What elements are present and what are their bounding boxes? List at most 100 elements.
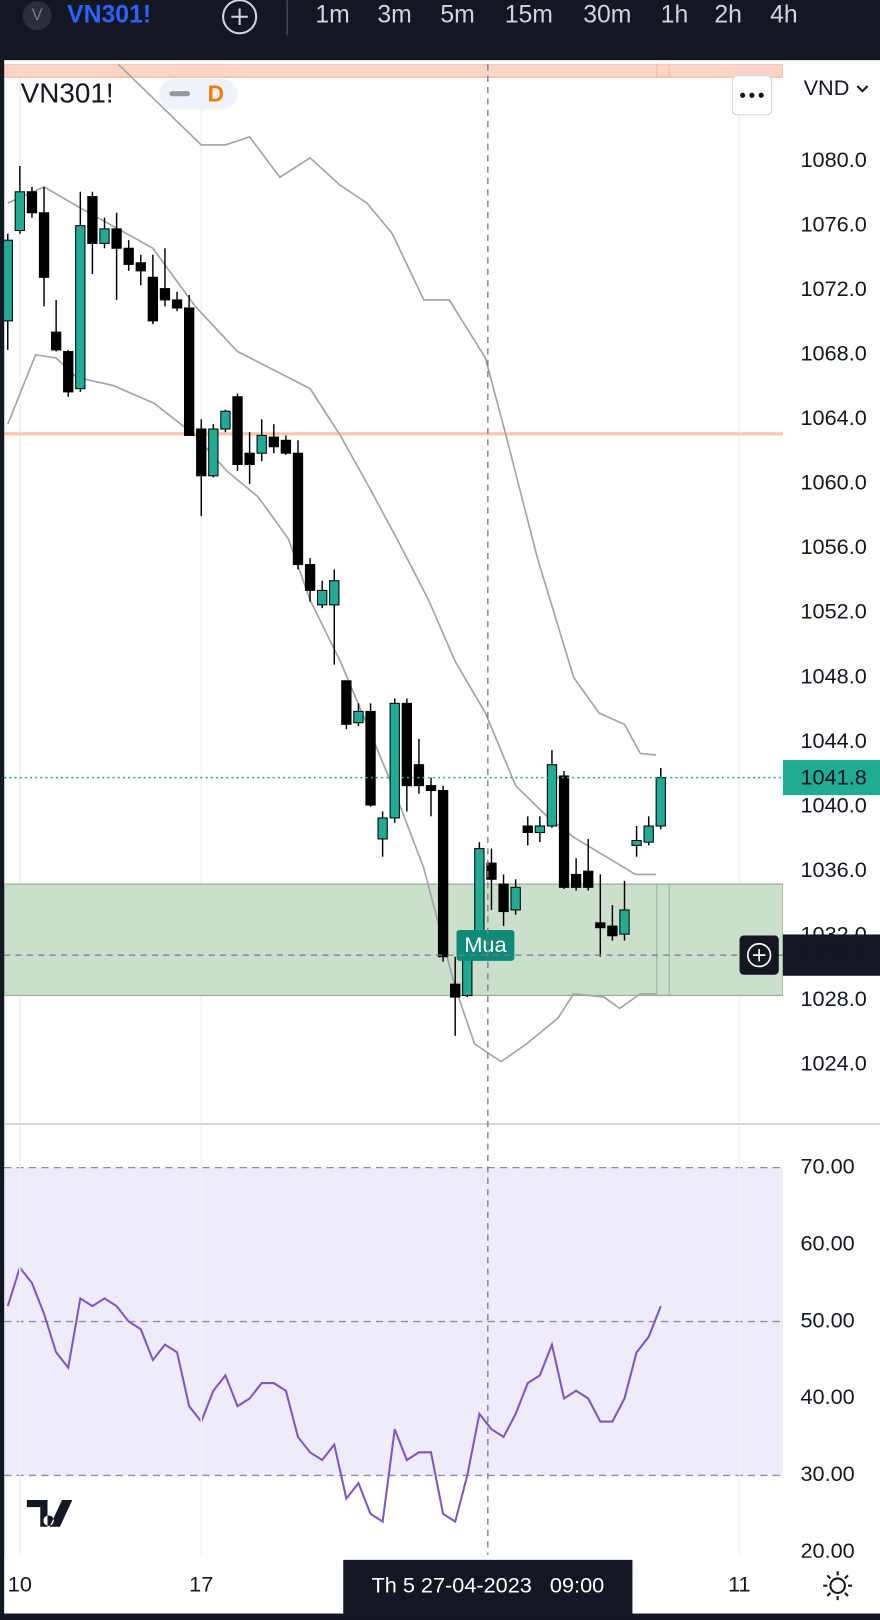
currency-caret (856, 85, 869, 93)
candle-body (14, 191, 26, 232)
avatar-letter: V (32, 5, 43, 24)
candle-body (583, 870, 594, 888)
candle-body (135, 262, 146, 272)
candle-body (595, 922, 606, 929)
crosshair-plus-icon (746, 942, 772, 968)
y-tick-label: 1028.0 (800, 986, 866, 1011)
timeframes: 1m 3m 5m 15m 30m 1h 2h 4h (315, 1, 797, 28)
candle-body (546, 764, 558, 827)
crosshair-y-box (782, 934, 880, 976)
avatar[interactable] (22, 1, 52, 31)
candle-body (437, 789, 449, 958)
candle-body (183, 307, 195, 436)
candle-body (377, 817, 388, 840)
y-tick-label: 1060.0 (800, 470, 866, 495)
candle-body (50, 331, 62, 351)
candle-body (353, 710, 364, 724)
zone (4, 64, 783, 78)
candle-body (256, 434, 267, 454)
candle-body (643, 825, 654, 843)
zone (4, 883, 783, 997)
legend-dash (169, 91, 191, 97)
timeframe[interactable]: 2h (714, 1, 742, 28)
last-price-label: 1041.8 (800, 764, 866, 789)
legend-interval: D (208, 80, 224, 106)
candle-body (304, 564, 316, 591)
timeframe[interactable]: 4h (770, 1, 798, 28)
band-line (117, 64, 657, 756)
currency[interactable]: VND (804, 75, 850, 100)
candle-body (147, 276, 159, 322)
add-icon (231, 8, 248, 26)
legend-symbol: VN301! (21, 78, 114, 109)
candle-body (75, 225, 86, 390)
candle-body (534, 825, 546, 833)
y-tick-label: 1056.0 (800, 534, 866, 559)
legend-badge (159, 78, 238, 110)
candle-body (268, 436, 279, 448)
candle-body (389, 702, 400, 819)
candle-body (425, 785, 437, 792)
candle-body (196, 428, 207, 477)
more-dots (740, 92, 764, 98)
candle-body (450, 983, 461, 998)
y-tick-label: 70.00 (800, 1153, 854, 1178)
candle-body (38, 212, 50, 278)
y-tick-label: 1048.0 (800, 663, 866, 688)
add-button[interactable] (222, 0, 258, 35)
candle-body (26, 191, 38, 214)
candle-body (208, 428, 219, 477)
candle-body (63, 351, 74, 393)
candle-body (401, 702, 412, 787)
time-axis: 10 17 11 Th 5 27-04-2023 09:00 (4, 1557, 880, 1614)
timeframe[interactable]: 15m (505, 1, 553, 28)
candle-body (558, 775, 570, 888)
y-tick-label: 50.00 (800, 1307, 854, 1332)
y-tick-label: 30.00 (800, 1461, 854, 1486)
candle-body (510, 886, 521, 911)
logo (26, 1499, 73, 1527)
y-tick-label: 1064.0 (800, 405, 866, 430)
x-tick-label: 11 (728, 1571, 751, 1596)
candle-body (232, 396, 243, 466)
crosshair-x-box (343, 1559, 633, 1614)
candle-body (486, 862, 497, 880)
y-tick-label: 1080.0 (800, 147, 866, 172)
candle-body (111, 228, 122, 249)
timeframe[interactable]: 5m (440, 1, 474, 28)
candle-body (123, 247, 134, 265)
crosshair-y-label: 1030.8 (800, 942, 866, 967)
timeframe[interactable]: 30m (583, 1, 631, 28)
y-tick-label: 1024.0 (800, 1051, 866, 1076)
timeframe[interactable]: 3m (377, 1, 411, 28)
candle-body (244, 452, 255, 466)
candle-body (474, 848, 485, 942)
timeframe[interactable]: 1h (661, 1, 689, 28)
symbol[interactable]: VN301! (67, 1, 151, 28)
annotation-text: Mua (464, 932, 507, 957)
y-tick-label: 60.00 (800, 1230, 854, 1255)
crosshair-x-label: Th 5 27-04-2023 09:00 (371, 1572, 604, 1597)
rsi-line (6, 1265, 662, 1524)
annotation-box (456, 929, 515, 961)
crosshair-plus-icon (752, 948, 766, 962)
band-line (7, 185, 656, 876)
candle-body (99, 228, 110, 244)
y-tick-label: 1052.0 (800, 599, 866, 624)
candle-body (317, 589, 328, 606)
y-tick-label: 1036.0 (800, 857, 866, 882)
theme-icon[interactable] (823, 1571, 853, 1601)
candle-body (280, 439, 292, 454)
axes: 20.0030.0040.0050.0060.0070.001041.81024… (739, 147, 880, 1563)
rsi-pane (4, 1126, 783, 1555)
timeframe[interactable]: 1m (315, 1, 349, 28)
candle-body (171, 299, 183, 309)
candle-body (522, 825, 533, 833)
candle-body (365, 710, 376, 806)
toolbar (0, 0, 880, 54)
x-tick-label: 17 (189, 1571, 213, 1596)
left-edge (0, 53, 5, 1620)
candle-body (631, 840, 642, 846)
candle-body (87, 196, 98, 244)
